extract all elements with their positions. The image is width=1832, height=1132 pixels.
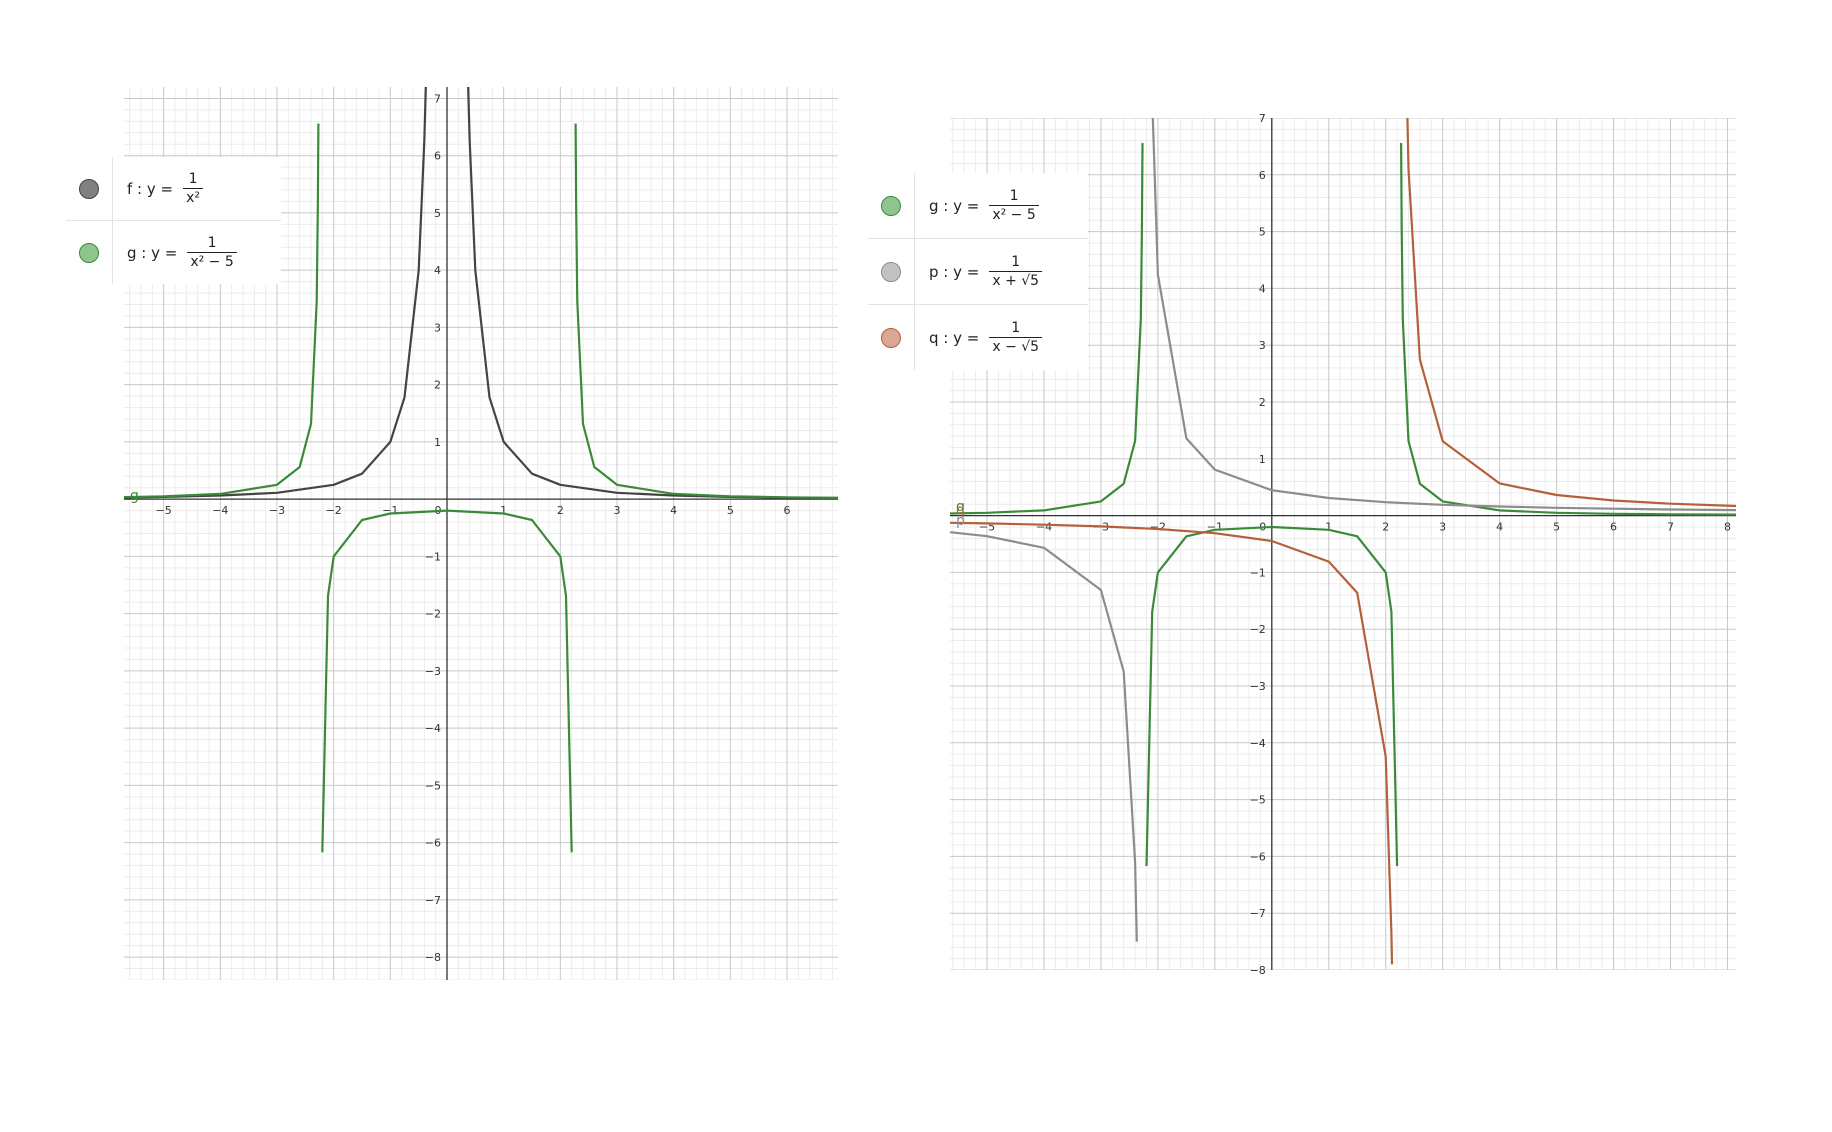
legend-item-g[interactable]: g : y = 1 x² − 5 [868, 173, 1088, 239]
plot-left-point-labels: g [130, 488, 139, 504]
legend-numerator: 1 [1011, 319, 1021, 336]
y-tick-label: −2 [1250, 623, 1266, 636]
y-tick-label: 4 [1259, 282, 1266, 295]
y-tick-label: −7 [425, 894, 441, 907]
x-tick-label: 6 [784, 504, 791, 517]
legend-label: g : y = [929, 196, 980, 215]
legend-denominator: x − √5 [989, 336, 1043, 356]
x-tick-label: −2 [1150, 521, 1166, 534]
series-line-q [950, 118, 1736, 965]
y-tick-label: 6 [1259, 169, 1266, 182]
y-tick-label: 4 [434, 264, 441, 277]
y-tick-label: −5 [1250, 794, 1266, 807]
plot-right-curves [950, 118, 1736, 965]
point-label-p: p [956, 513, 965, 529]
series-line-g [950, 142, 1736, 867]
y-tick-label: −2 [425, 608, 441, 621]
legend-numerator: 1 [1011, 253, 1021, 270]
legend-label: f : y = [127, 179, 174, 198]
legend-denominator: x² − 5 [989, 204, 1039, 224]
legend-denominator: x² − 5 [187, 251, 237, 271]
y-tick-label: −6 [1250, 850, 1266, 863]
x-tick-label: 4 [1496, 521, 1503, 534]
y-tick-label: −3 [425, 665, 441, 678]
legend-item-g[interactable]: g : y = 1 x² − 5 [66, 221, 281, 284]
y-tick-label: 1 [434, 436, 441, 449]
x-tick-label: −2 [326, 504, 342, 517]
x-tick-label: 7 [1667, 521, 1674, 534]
y-tick-label: −3 [1250, 680, 1266, 693]
x-tick-label: −5 [156, 504, 172, 517]
x-tick-label: 1 [500, 504, 507, 517]
y-tick-label: −4 [1250, 737, 1266, 750]
y-tick-label: 1 [1259, 453, 1266, 466]
visibility-toggle-icon[interactable] [881, 195, 901, 216]
y-tick-label: 6 [434, 150, 441, 163]
x-tick-label: 4 [670, 504, 677, 517]
legend-numerator: 1 [1009, 187, 1019, 204]
x-tick-label: 3 [1439, 521, 1446, 534]
y-tick-label: −8 [1250, 964, 1266, 977]
x-tick-label: 6 [1610, 521, 1617, 534]
x-tick-label: −3 [269, 504, 285, 517]
x-tick-label: 5 [1553, 521, 1560, 534]
legend-label: p : y = [929, 262, 980, 281]
x-tick-label: 2 [1382, 521, 1389, 534]
legend-label: q : y = [929, 328, 980, 347]
series-line-p [950, 118, 1736, 942]
plot-left-curves [124, 87, 838, 853]
y-tick-label: 7 [1259, 112, 1266, 125]
y-tick-label: 3 [1259, 339, 1266, 352]
x-tick-label: 1 [1325, 521, 1332, 534]
legend-numerator: 1 [207, 234, 217, 251]
visibility-toggle-icon[interactable] [79, 178, 99, 199]
legend-numerator: 1 [188, 170, 198, 187]
x-tick-label: 2 [557, 504, 564, 517]
legend-left: f : y = 1 x² g : y = 1 x² − 5 [66, 157, 281, 284]
y-tick-label: 5 [1259, 226, 1266, 239]
x-tick-label: 8 [1724, 521, 1731, 534]
y-tick-label: −6 [425, 837, 441, 850]
point-label-g: g [130, 488, 139, 504]
y-tick-label: −5 [425, 779, 441, 792]
y-tick-label: −8 [425, 951, 441, 964]
series-line-g [124, 123, 838, 853]
x-tick-label: −4 [212, 504, 228, 517]
point-label-g: g [956, 499, 965, 515]
x-tick-label: −4 [1036, 521, 1052, 534]
plot-left-axes [124, 87, 838, 980]
y-tick-label: −1 [1250, 566, 1266, 579]
point-label-q: q [956, 503, 965, 519]
legend-denominator: x + √5 [989, 270, 1043, 290]
legend-item-f[interactable]: f : y = 1 x² [66, 157, 281, 221]
y-tick-label: 2 [434, 379, 441, 392]
visibility-toggle-icon[interactable] [79, 242, 99, 263]
x-tick-label: 5 [727, 504, 734, 517]
legend-label: g : y = [127, 243, 178, 262]
legend-denominator: x² [183, 187, 203, 207]
y-tick-label: 5 [434, 207, 441, 220]
y-tick-label: 3 [434, 321, 441, 334]
plot-right-axes [950, 118, 1736, 970]
y-tick-label: 7 [434, 92, 441, 105]
y-tick-label: 2 [1259, 396, 1266, 409]
visibility-toggle-icon[interactable] [881, 261, 901, 282]
y-tick-label: −1 [425, 550, 441, 563]
plot-right-ticks: −5 −4 −3 −2 −1 0 1 2 3 4 5 6 7 8−8−7−6−5−4−3−2−112345… [979, 112, 1731, 977]
plot-right-point-labels: gqp [956, 499, 965, 529]
y-tick-label: −7 [1250, 907, 1266, 920]
visibility-toggle-icon[interactable] [881, 327, 901, 348]
y-tick-label: −4 [425, 722, 441, 735]
x-tick-label: 3 [614, 504, 621, 517]
